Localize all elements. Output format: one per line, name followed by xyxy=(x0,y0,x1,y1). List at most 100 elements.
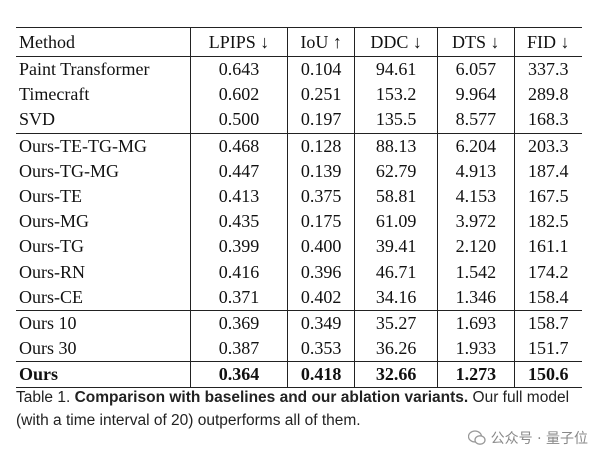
value-cell: 39.41 xyxy=(354,234,438,260)
value-cell: 0.447 xyxy=(189,158,288,184)
wechat-icon xyxy=(467,430,486,445)
value-cell: 0.468 xyxy=(189,132,288,159)
value-cell: 58.81 xyxy=(354,183,438,210)
value-cell: 0.371 xyxy=(189,284,288,311)
watermark: 公众号 · 量子位 xyxy=(467,428,588,448)
value-cell: 0.353 xyxy=(287,336,355,362)
value-cell: 0.349 xyxy=(287,309,355,337)
value-cell: 46.71 xyxy=(354,259,438,285)
value-cell: 0.139 xyxy=(287,158,355,184)
method-cell: SVD xyxy=(19,109,56,130)
value-cell: 1.542 xyxy=(437,259,515,285)
value-cell: 337.3 xyxy=(513,56,582,83)
table-row: Paint Transformer 0.643 0.104 94.61 6.057 337… xyxy=(16,56,582,83)
watermark-text: 公众号 · 量子位 xyxy=(490,431,588,447)
value-cell: 0.396 xyxy=(287,259,355,285)
value-cell: 151.7 xyxy=(513,336,582,362)
value-cell: 150.6 xyxy=(513,361,582,388)
method-cell: Ours-TE xyxy=(19,186,82,207)
value-cell: 94.61 xyxy=(354,56,438,83)
value-cell: 187.4 xyxy=(513,158,582,184)
value-cell: 0.251 xyxy=(287,82,355,108)
header-cell: Method xyxy=(16,27,191,57)
table-row: Ours 30 0.387 0.353 36.26 1.933 151.7 xyxy=(16,336,582,362)
method-cell: Ours-CE xyxy=(19,286,83,307)
value-cell: 0.369 xyxy=(189,309,288,337)
table-row: Ours-TG 0.399 0.400 39.41 2.120 161.1 xyxy=(16,234,582,260)
value-cell: 0.400 xyxy=(287,234,355,260)
table-row: Ours-MG 0.435 0.175 61.09 3.972 182.5 xyxy=(16,209,582,235)
value-cell: 0.643 xyxy=(189,56,288,83)
method-cell: Ours-TE-TG-MG xyxy=(16,132,191,159)
value-cell: 0.418 xyxy=(287,361,355,388)
table-row: Ours-TE-TG-MG 0.468 0.128 88.13 6.204 203.3 xyxy=(16,132,582,159)
value-cell: 0.197 xyxy=(287,107,355,134)
method-cell: Ours 10 xyxy=(16,309,191,337)
value-cell: 6.057 xyxy=(437,56,515,83)
value-cell: 161.1 xyxy=(513,234,582,260)
header-row: Method LPIPS ↓ IoU ↑ DDC ↓ DTS ↓ FID ↓ xyxy=(16,27,582,57)
value-cell: 0.375 xyxy=(287,183,355,210)
method-cell: Ours 30 xyxy=(19,338,77,359)
value-cell: 0.399 xyxy=(189,234,288,260)
value-cell: 0.435 xyxy=(189,209,288,235)
table-row: Ours-TE 0.413 0.375 58.81 4.153 167.5 xyxy=(16,183,582,210)
value-cell: 2.120 xyxy=(437,234,515,260)
method-cell: Ours-TG xyxy=(19,236,84,257)
table-row: Timecraft 0.602 0.251 153.2 9.964 289.8 xyxy=(16,82,582,108)
caption-label: Table 1. xyxy=(16,389,71,406)
value-cell: 0.387 xyxy=(189,336,288,362)
table-row: Ours-TG-MG 0.447 0.139 62.79 4.913 187.4 xyxy=(16,158,582,184)
value-cell: 9.964 xyxy=(437,82,515,108)
value-cell: 167.5 xyxy=(513,183,582,210)
caption-title: Comparison with baselines and our ablati… xyxy=(74,389,469,406)
method-cell: Ours-RN xyxy=(19,261,85,282)
value-cell: 182.5 xyxy=(513,209,582,235)
header-cell: DTS ↓ xyxy=(437,27,515,57)
header-cell: IoU ↑ xyxy=(287,27,355,57)
value-cell: 168.3 xyxy=(513,107,582,134)
header-cell: DDC ↓ xyxy=(354,27,438,57)
value-cell: 1.273 xyxy=(437,361,515,388)
value-cell: 203.3 xyxy=(513,132,582,159)
value-cell: 6.204 xyxy=(437,132,515,159)
value-cell: 62.79 xyxy=(354,158,438,184)
value-cell: 0.413 xyxy=(189,183,288,210)
value-cell: 0.175 xyxy=(287,209,355,235)
value-cell: 289.8 xyxy=(513,82,582,108)
table-row: Ours 10 0.369 0.349 35.27 1.693 158.7 xyxy=(16,309,582,337)
value-cell: 135.5 xyxy=(354,107,438,134)
method-cell: Timecraft xyxy=(19,84,90,105)
value-cell: 0.364 xyxy=(189,361,288,388)
table-row: Ours-RN 0.416 0.396 46.71 1.542 174.2 xyxy=(16,259,582,285)
value-cell: 61.09 xyxy=(354,209,438,235)
table-row: Ours-CE 0.371 0.402 34.16 1.346 158.4 xyxy=(16,284,582,311)
value-cell: 34.16 xyxy=(354,284,438,311)
value-cell: 8.577 xyxy=(437,107,515,134)
header-cell: FID ↓ xyxy=(513,27,582,57)
value-cell: 32.66 xyxy=(354,361,438,388)
method-cell: Ours xyxy=(16,361,191,388)
value-cell: 174.2 xyxy=(513,259,582,285)
value-cell: 0.402 xyxy=(287,284,355,311)
value-cell: 0.500 xyxy=(189,107,288,134)
value-cell: 4.153 xyxy=(437,183,515,210)
method-cell: Ours-TG-MG xyxy=(19,160,119,181)
value-cell: 36.26 xyxy=(354,336,438,362)
value-cell: 35.27 xyxy=(354,309,438,337)
value-cell: 0.128 xyxy=(287,132,355,159)
value-cell: 4.913 xyxy=(437,158,515,184)
results-table: Method LPIPS ↓ IoU ↑ DDC ↓ DTS ↓ FID ↓ Paint … xyxy=(16,27,582,389)
table-row: Ours 0.364 0.418 32.66 1.273 150.6 xyxy=(16,361,582,388)
value-cell: 1.693 xyxy=(437,309,515,337)
caption-text: Our full model (with a time interval of … xyxy=(16,389,570,429)
table-row: SVD 0.500 0.197 135.5 8.577 168.3 xyxy=(16,107,582,134)
value-cell: 0.104 xyxy=(287,56,355,83)
value-cell: 1.346 xyxy=(437,284,515,311)
value-cell: 3.972 xyxy=(437,209,515,235)
value-cell: 158.4 xyxy=(513,284,582,311)
value-cell: 0.602 xyxy=(189,82,288,108)
method-cell: Paint Transformer xyxy=(19,59,150,80)
value-cell: 153.2 xyxy=(354,82,438,108)
